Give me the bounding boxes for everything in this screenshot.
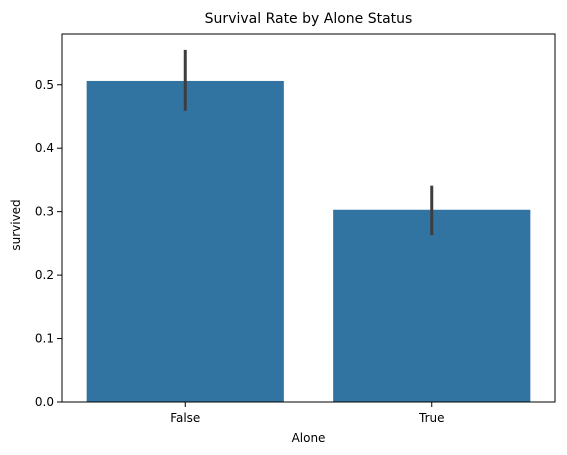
- y-axis-ticks: 0.0 0.1 0.2 0.3 0.4 0.5: [35, 78, 62, 409]
- y-tick-label: 0.4: [35, 141, 54, 155]
- y-tick-label: 0.1: [35, 332, 54, 346]
- y-tick-label: 0.0: [35, 395, 54, 409]
- x-axis-ticks: False True: [170, 402, 445, 425]
- y-tick-label: 0.2: [35, 268, 54, 282]
- x-tick-label: True: [418, 411, 445, 425]
- chart-title: Survival Rate by Alone Status: [205, 11, 413, 27]
- bars-group: [86, 80, 531, 402]
- y-tick-label: 0.3: [35, 205, 54, 219]
- bar-false: [86, 80, 284, 402]
- axes-frame: [61, 33, 556, 403]
- y-axis-label: survived: [9, 199, 23, 250]
- plot-frame: [61, 33, 556, 403]
- bar-true: [333, 209, 531, 402]
- x-tick-label: False: [170, 411, 200, 425]
- y-tick-label: 0.5: [35, 78, 54, 92]
- error-bars-group: [183, 49, 434, 236]
- x-axis-label: Alone: [292, 431, 326, 445]
